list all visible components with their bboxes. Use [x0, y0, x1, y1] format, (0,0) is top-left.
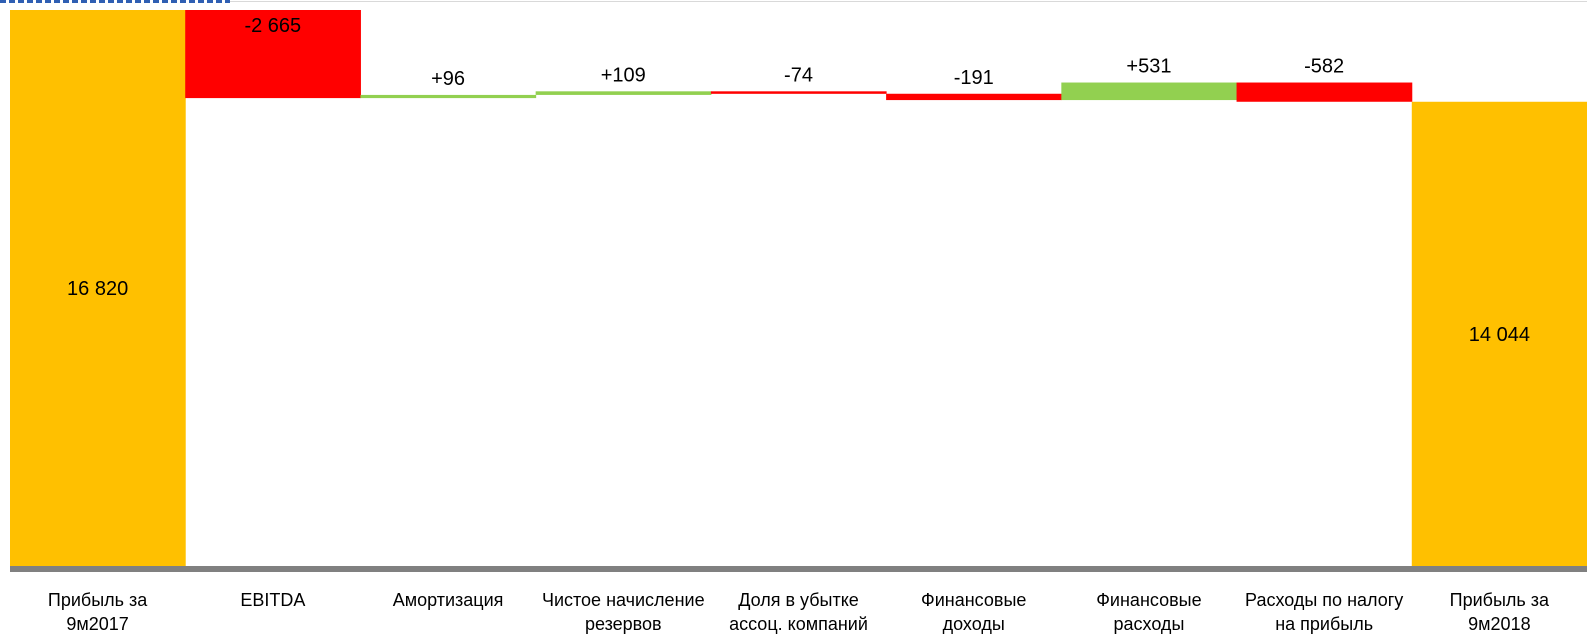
bar-7 — [1061, 82, 1238, 101]
value-label-3: +96 — [431, 68, 465, 90]
category-label-6: Финансовые доходы — [921, 590, 1026, 634]
value-label-2: -2 665 — [244, 15, 301, 37]
category-label-7: Финансовые расходы — [1096, 590, 1201, 634]
bar-2 — [185, 10, 361, 99]
value-label-7: +531 — [1126, 56, 1171, 78]
x-axis-baseline — [10, 566, 1587, 572]
value-label-1: 16 820 — [67, 278, 128, 300]
category-label-line: Финансовые — [1096, 590, 1201, 610]
value-label-5: -74 — [784, 64, 813, 86]
category-label-line: 9м2017 — [66, 614, 128, 634]
bar-1 — [10, 10, 186, 566]
category-label-line: на прибыль — [1275, 614, 1373, 634]
top-divider — [230, 1, 1587, 2]
category-label-line: EBITDA — [240, 590, 305, 610]
bars-group — [10, 10, 1587, 567]
category-label-line: ассоц. компаний — [729, 614, 868, 634]
value-label-6: -191 — [954, 67, 994, 89]
category-label-line: резервов — [585, 614, 662, 634]
category-label-line: расходы — [1114, 614, 1185, 634]
category-label-line: Чистое начисление — [542, 590, 705, 610]
category-label-line: Финансовые — [921, 590, 1026, 610]
category-label-3: Амортизация — [393, 590, 504, 610]
category-label-9: Прибыль за 9м2018 — [1450, 590, 1550, 634]
bar-5 — [710, 91, 887, 94]
category-label-5: Доля в убытке ассоц. компаний — [729, 590, 868, 634]
bar-8 — [1236, 82, 1413, 102]
category-label-1: Прибыль за 9м2017 — [48, 590, 148, 634]
bar-4 — [535, 91, 712, 95]
category-labels-group: Прибыль за 9м2017 EBITDA Амортизация Чистое … — [48, 590, 1550, 634]
value-label-9: 14 044 — [1469, 324, 1530, 346]
value-labels-group: 16 820 -2 665 +96 +109 -74 -191 +531 -582 14 044 — [67, 15, 1530, 346]
top-dashed-accent — [0, 0, 230, 3]
category-label-8: Расходы по налогу на прибыль — [1245, 590, 1403, 634]
category-label-line: Амортизация — [393, 590, 504, 610]
category-label-line: Прибыль за — [48, 590, 148, 610]
value-label-8: -582 — [1304, 56, 1344, 78]
top-accent-line — [0, 0, 1587, 4]
category-label-line: 9м2018 — [1468, 614, 1530, 634]
category-label-line: Доля в убытке — [738, 590, 859, 610]
category-label-line: Расходы по налогу — [1245, 590, 1403, 610]
bar-9 — [1411, 101, 1587, 567]
category-label-line: Прибыль за — [1450, 590, 1550, 610]
category-label-2: EBITDA — [240, 590, 305, 610]
value-label-4: +109 — [601, 64, 646, 86]
category-label-line: доходы — [943, 614, 1005, 634]
bar-3 — [360, 94, 537, 99]
category-label-4: Чистое начисление резервов — [542, 590, 705, 634]
bar-6 — [886, 93, 1062, 101]
